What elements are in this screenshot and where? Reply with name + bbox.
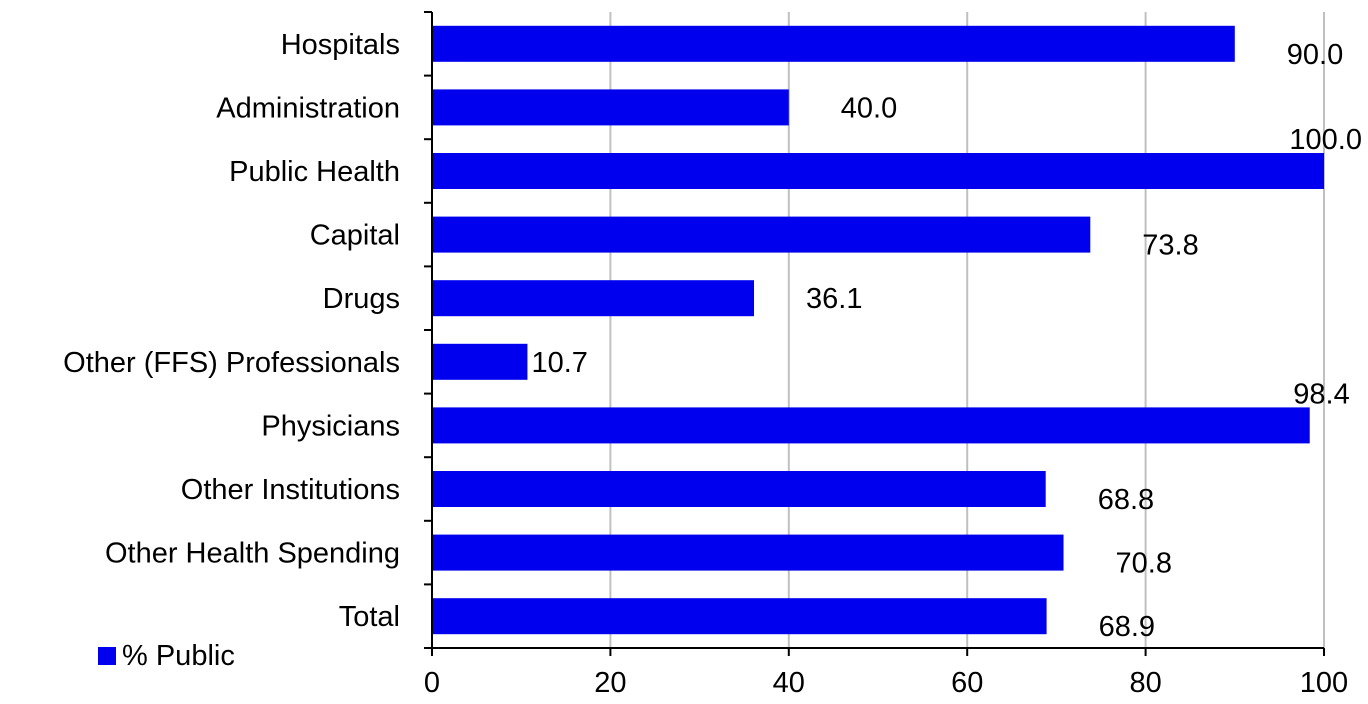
bar bbox=[432, 407, 1310, 444]
bar bbox=[432, 25, 1235, 62]
x-tick-label: 40 bbox=[773, 667, 805, 699]
x-tick-label: 60 bbox=[951, 667, 983, 699]
data-label: 36.1 bbox=[806, 283, 862, 315]
category-label: Drugs bbox=[323, 283, 400, 315]
category-label: Hospitals bbox=[281, 29, 400, 61]
category-label: Other Health Spending bbox=[105, 538, 400, 570]
legend-swatch bbox=[98, 647, 116, 665]
x-tick-label: 80 bbox=[1129, 667, 1161, 699]
bar bbox=[432, 598, 1047, 635]
category-label: Public Health bbox=[229, 156, 400, 188]
x-tick-label: 20 bbox=[594, 667, 626, 699]
category-label: Other Institutions bbox=[181, 474, 400, 506]
data-label: 70.8 bbox=[1116, 548, 1172, 580]
legend: % Public bbox=[98, 640, 235, 672]
x-tick-label: 0 bbox=[424, 667, 440, 699]
bars bbox=[432, 25, 1324, 635]
legend-label: % Public bbox=[122, 640, 235, 672]
bar bbox=[432, 471, 1046, 507]
bar bbox=[432, 89, 789, 126]
category-label: Administration bbox=[216, 92, 400, 124]
category-label: Other (FFS) Professionals bbox=[63, 347, 400, 379]
data-label: 73.8 bbox=[1142, 230, 1198, 262]
bar bbox=[432, 280, 755, 317]
category-label: Capital bbox=[310, 220, 400, 252]
axes bbox=[424, 11, 1325, 656]
data-label: 98.4 bbox=[1293, 378, 1349, 410]
data-label: 90.0 bbox=[1287, 39, 1343, 71]
bar bbox=[432, 534, 1064, 571]
data-label: 68.8 bbox=[1098, 484, 1154, 516]
category-label: Physicians bbox=[261, 410, 400, 442]
data-label: 68.9 bbox=[1099, 611, 1155, 643]
data-label: 10.7 bbox=[531, 347, 587, 379]
bar bbox=[432, 216, 1091, 253]
bar bbox=[432, 343, 528, 380]
x-tick-label: 100 bbox=[1300, 667, 1348, 699]
data-label: 40.0 bbox=[841, 92, 897, 124]
bar bbox=[432, 153, 1324, 189]
category-label: Total bbox=[339, 601, 400, 633]
data-label: 100.0 bbox=[1289, 124, 1362, 156]
labels: 0 20 40 60 80 100 Hospitals 90.0 Administration 4… bbox=[63, 29, 1362, 699]
